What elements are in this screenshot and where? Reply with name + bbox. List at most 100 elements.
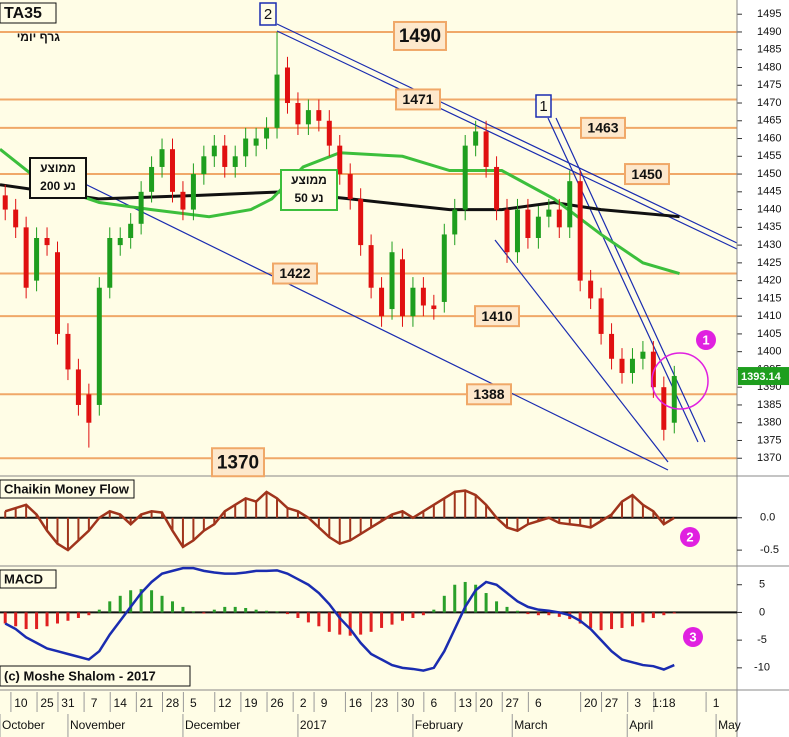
x-tick-label: 5 [190,696,197,710]
x-tick-label: 12 [218,696,232,710]
ma-label: ממוצע [291,173,327,187]
macd-histogram-bar [547,612,551,616]
macd-histogram-bar [66,612,70,621]
candle-body [44,238,50,246]
macd-histogram-bar [474,584,478,613]
macd-histogram-bar [463,581,467,613]
macd-histogram-bar [170,601,174,613]
x-tick-label: 6 [430,696,437,710]
cmf-bar [202,517,205,531]
cmf-bar [129,517,132,525]
candle-body [326,120,332,146]
panel-title: MACD [4,571,43,586]
cmf-bar [87,517,90,531]
y-tick-label: 1495 [757,8,781,20]
level-label: 1450 [631,166,662,182]
y-tick-label: 1400 [757,346,781,358]
x-tick-label: 6 [535,696,542,710]
candle-body [462,145,468,210]
cmf-bar [328,517,331,538]
macd-histogram-bar [495,601,499,613]
cmf-bar [370,517,373,528]
candle-body [149,166,155,192]
cmf-bar [286,508,289,518]
ma-label-box [280,169,338,211]
candle-body [295,103,301,125]
candle-body [650,351,656,388]
level-box [211,447,265,478]
callout: 1 [702,332,709,347]
y-tick-label: 1375 [757,434,781,446]
callout-badge [683,627,703,647]
x-tick-label: 16 [349,696,363,710]
ma-label: ממוצע [40,161,76,175]
candle-body [274,74,280,128]
cmf-bar [589,517,592,528]
macd-histogram-bar [129,590,133,613]
y-tick-label: 1470 [757,97,781,109]
level-label: 1463 [587,120,618,136]
candle-body [473,131,479,146]
candle-body [504,209,510,253]
y-tick-label: 1415 [757,292,781,304]
level-box [474,305,520,328]
cmf-line [4,489,675,552]
y-tick-label: -5 [757,634,767,646]
month-label: April [629,718,653,732]
cmf-bar [401,511,404,518]
candle-body [556,209,562,228]
cmf-bar [108,511,111,518]
macd-histogram-bar [338,612,342,635]
candle-body [452,209,458,235]
footer-box [0,665,191,687]
cmf-bar [171,517,174,531]
macd-histogram-bar [76,612,80,618]
macd-histogram-bar [651,612,655,618]
y-tick-label: 1385 [757,399,781,411]
macd-histogram-bar [536,612,540,616]
candle-body [609,333,615,359]
cmf-bar [631,495,634,518]
macd-line [4,566,675,672]
cmf-bar [422,511,425,518]
cmf-bar [600,517,603,521]
macd-histogram-bar [620,612,624,628]
candle-body [514,209,520,253]
footer: (c) Moshe Shalom - 2017 [4,668,156,683]
level-label: 1410 [481,308,512,324]
candle-body [253,138,259,146]
x-tick-label: 1 [713,696,720,710]
candle-body [535,216,541,238]
candle-body [389,252,395,310]
candle-body [661,387,667,430]
level-label: 1388 [473,386,504,402]
candle-body [159,149,165,167]
candle-body [96,287,102,405]
cmf-bar [276,498,279,518]
trendline-label-box [259,2,277,26]
candle-body [180,191,186,210]
candle-body [337,145,343,175]
cmf-bar [359,517,362,534]
panel-title: Chaikin Money Flow [4,481,130,496]
macd-histogram-bar [233,606,237,613]
candle-body [13,209,19,228]
ma-label: נע 50 [294,191,323,205]
candle-body [169,149,175,192]
ma-label-box [29,157,87,199]
macd-histogram-bar [432,609,436,613]
cmf-bar [506,517,509,528]
cmf-bar [265,491,268,518]
candle-body [567,181,573,228]
level-box [580,116,626,139]
x-tick-label: 10 [14,696,28,710]
y-tick-label: 1450 [757,168,781,180]
cmf-bar [662,517,665,525]
cmf-bar [77,517,80,541]
cmf-bar [443,498,446,518]
macd-histogram-bar [610,612,614,630]
candle-body [494,166,500,210]
cmf-bar [610,514,613,518]
macd-histogram-bar [390,612,394,625]
trendline [276,23,738,244]
